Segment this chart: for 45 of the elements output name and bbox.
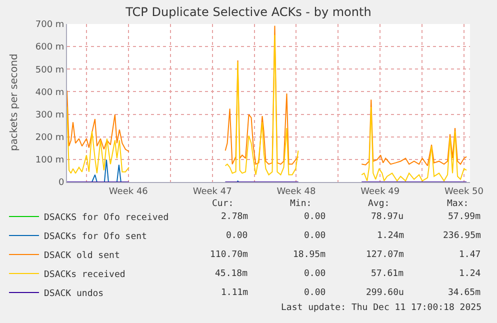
text: 1.47 [459,250,481,260]
text: 1.24m [377,231,404,241]
text: 2.78m [221,212,248,222]
text: 1.11m [221,288,248,298]
legend-label: DSACKs for Ofo sent [44,232,147,242]
text: 0.00 [304,231,326,241]
text: 78.97u [371,212,404,222]
text: 0.00 [304,288,326,298]
text: 110.70m [210,250,248,260]
text: 57.99m [448,212,481,222]
text: 127.07m [366,250,404,260]
text: 0.00 [226,231,248,241]
y-tick-label: 0 [58,178,64,188]
y-tick-label: 200 m [35,133,64,144]
text: Cur: [212,199,234,209]
legend-label: DSACKs received [44,270,126,280]
text: Max: [447,199,469,209]
text: Last update: Thu Dec 11 17:00:18 2025 [281,303,482,313]
text: 236.95m [443,231,481,241]
y-tick-label: 500 m [35,65,64,76]
text: 0.00 [304,212,326,222]
text: 1.24 [459,269,481,279]
text: 18.95m [293,250,326,260]
legend-label: DSACK undos [44,289,104,300]
y-tick-label: 400 m [35,88,64,98]
text: 0.00 [304,269,326,279]
text: Min: [290,199,312,209]
text: Avg: [368,199,390,209]
legend-label: DSACKS for Ofo received [44,213,169,224]
text: 45.18m [215,269,248,279]
y-axis-title: packets per second [9,54,20,151]
x-tick-label: Week 48 [276,186,316,197]
x-tick-label: Week 47 [192,186,232,197]
text: 299.60u [366,288,404,298]
y-tick-label: 600 m [35,42,64,53]
x-tick-label: Week 50 [444,186,484,197]
y-tick-label: 700 m [35,20,64,30]
x-tick-label: Week 49 [360,186,400,197]
x-tick-label: Week 46 [108,186,148,197]
y-tick-label: 100 m [35,156,64,166]
text: 57.61m [371,269,404,279]
legend-label: DSACK old sent [44,251,120,262]
chart-title: TCP Duplicate Selective ACKs - by month [124,5,372,20]
text: 34.65m [448,288,481,298]
y-tick-label: 300 m [35,110,64,120]
